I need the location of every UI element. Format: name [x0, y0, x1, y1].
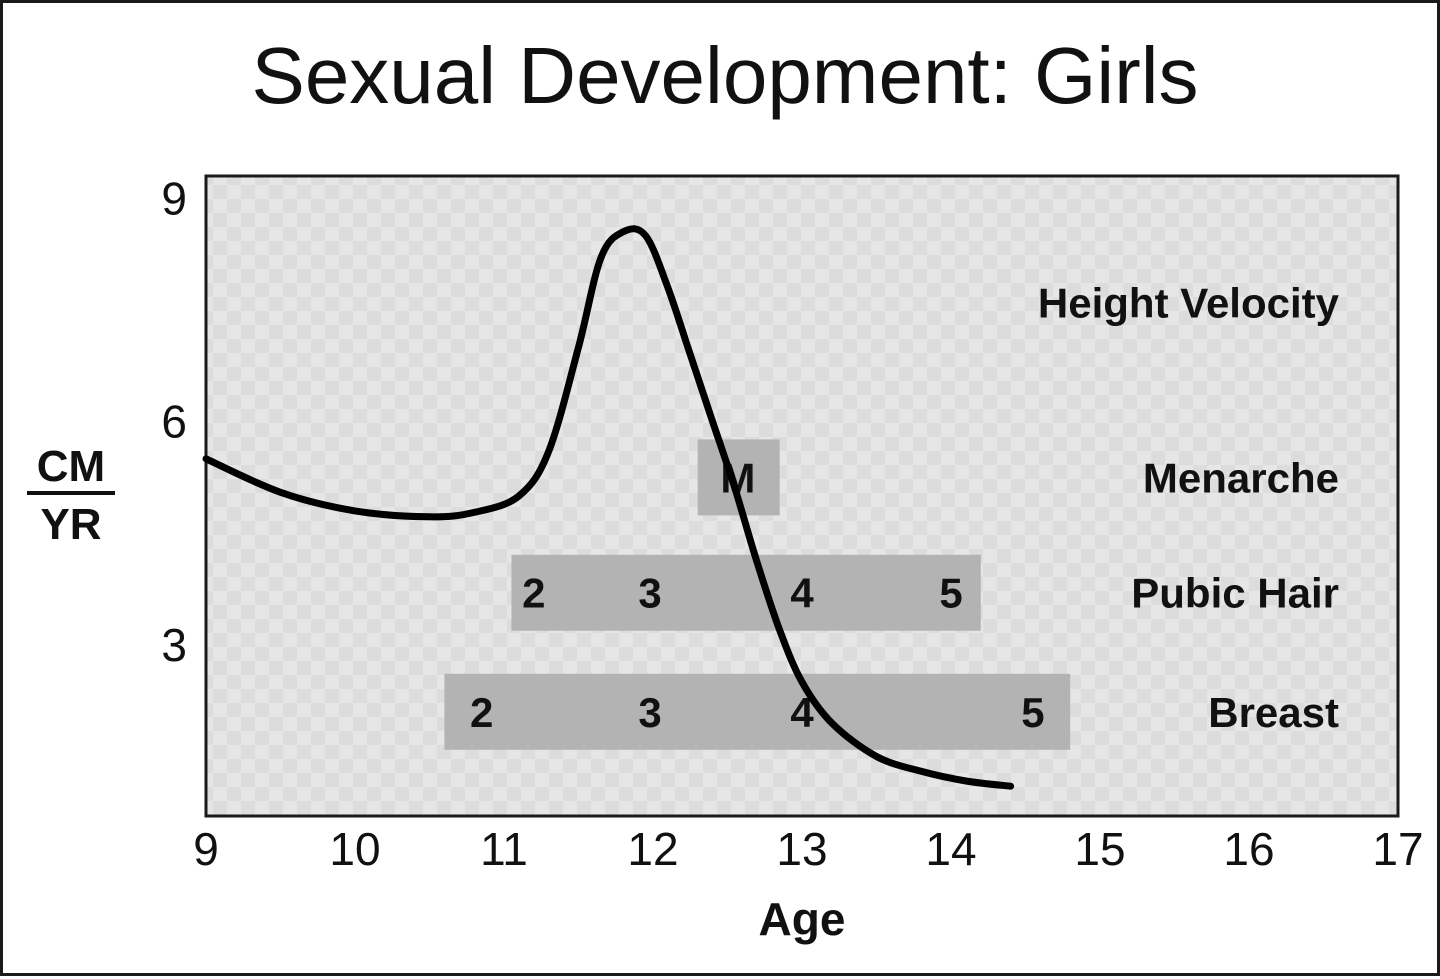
stage-label: 4 [790, 570, 814, 617]
x-tick-label: 16 [1223, 823, 1274, 875]
stage-label: 5 [939, 570, 962, 617]
x-tick-label: 12 [627, 823, 678, 875]
y-tick-label: 6 [161, 396, 187, 448]
y-unit-denominator: YR [40, 500, 101, 549]
row-label-pubic-hair: Pubic Hair [1131, 570, 1339, 617]
y-tick-label: 9 [161, 172, 187, 224]
x-tick-label: 9 [193, 823, 219, 875]
y-tick-label: 3 [161, 619, 187, 671]
x-tick-label: 15 [1074, 823, 1125, 875]
row-label-breast: Breast [1208, 689, 1339, 736]
x-tick-label: 10 [329, 823, 380, 875]
band-pubic-hair [511, 554, 981, 631]
y-unit-numerator: CM [37, 442, 105, 491]
x-tick-label: 14 [925, 823, 976, 875]
row-label-menarche: Menarche [1143, 454, 1339, 501]
y-tick-labels: 3 6 9 [161, 172, 187, 671]
x-tick-label: 17 [1372, 823, 1423, 875]
x-tick-label: 13 [776, 823, 827, 875]
y-axis-unit: CM YR [27, 442, 115, 549]
x-axis-title: Age [759, 893, 846, 945]
stage-label: 5 [1021, 689, 1044, 736]
chart-svg: Sexual Development: Girls M2 3 4 52 3 4 5 Heig… [27, 31, 1424, 945]
bands-layer [444, 439, 1071, 750]
band-breast [444, 673, 1071, 750]
stage-label: 3 [638, 570, 661, 617]
curve-layer [202, 225, 1015, 790]
stage-label: 2 [522, 570, 545, 617]
stage-label: 2 [470, 689, 493, 736]
stage-label: 3 [638, 689, 661, 736]
x-tick-label: 11 [480, 823, 528, 875]
row-label-height-velocity: Height Velocity [1038, 280, 1340, 327]
row-labels-layer: Height Velocity Menarche Pubic Hair Breast [1038, 280, 1340, 736]
x-tick-labels: 9 10 11 12 13 14 15 16 17 [193, 823, 1423, 875]
height-velocity-line [202, 225, 1015, 790]
chart-title: Sexual Development: Girls [251, 31, 1198, 120]
